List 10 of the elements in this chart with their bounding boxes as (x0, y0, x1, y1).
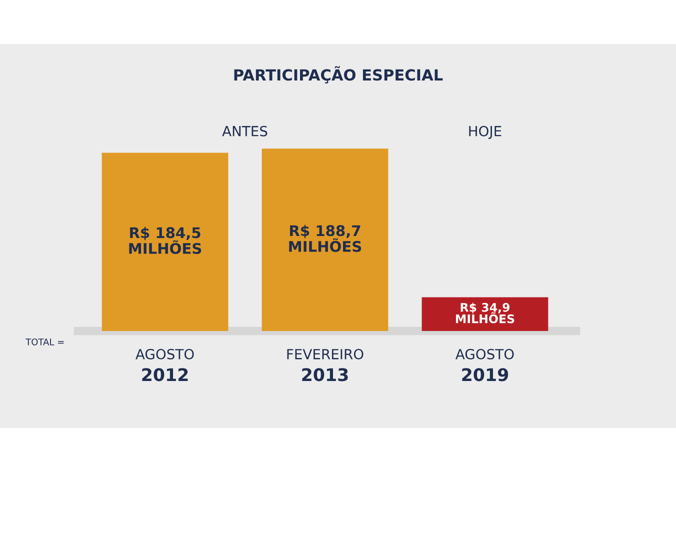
text: ANTES (222, 126, 268, 136)
data-label: R$ 34,9 MILHÕES (456, 302, 514, 324)
data-label: R$ 184,5 MILHÕES (129, 226, 202, 254)
chart-title: PARTICIPAÇÃO ESPECIAL (234, 66, 443, 84)
text: HOJE (469, 126, 502, 139)
x-tick-label: AGOSTO 2019 (455, 348, 514, 382)
x-tick-label: FEVEREIRO 2013 (287, 348, 364, 382)
text: TOTAL = (26, 338, 64, 346)
data-label: R$ 188,7 MILHÕES (289, 224, 362, 252)
x-tick-label: AGOSTO 2012 (136, 348, 194, 382)
